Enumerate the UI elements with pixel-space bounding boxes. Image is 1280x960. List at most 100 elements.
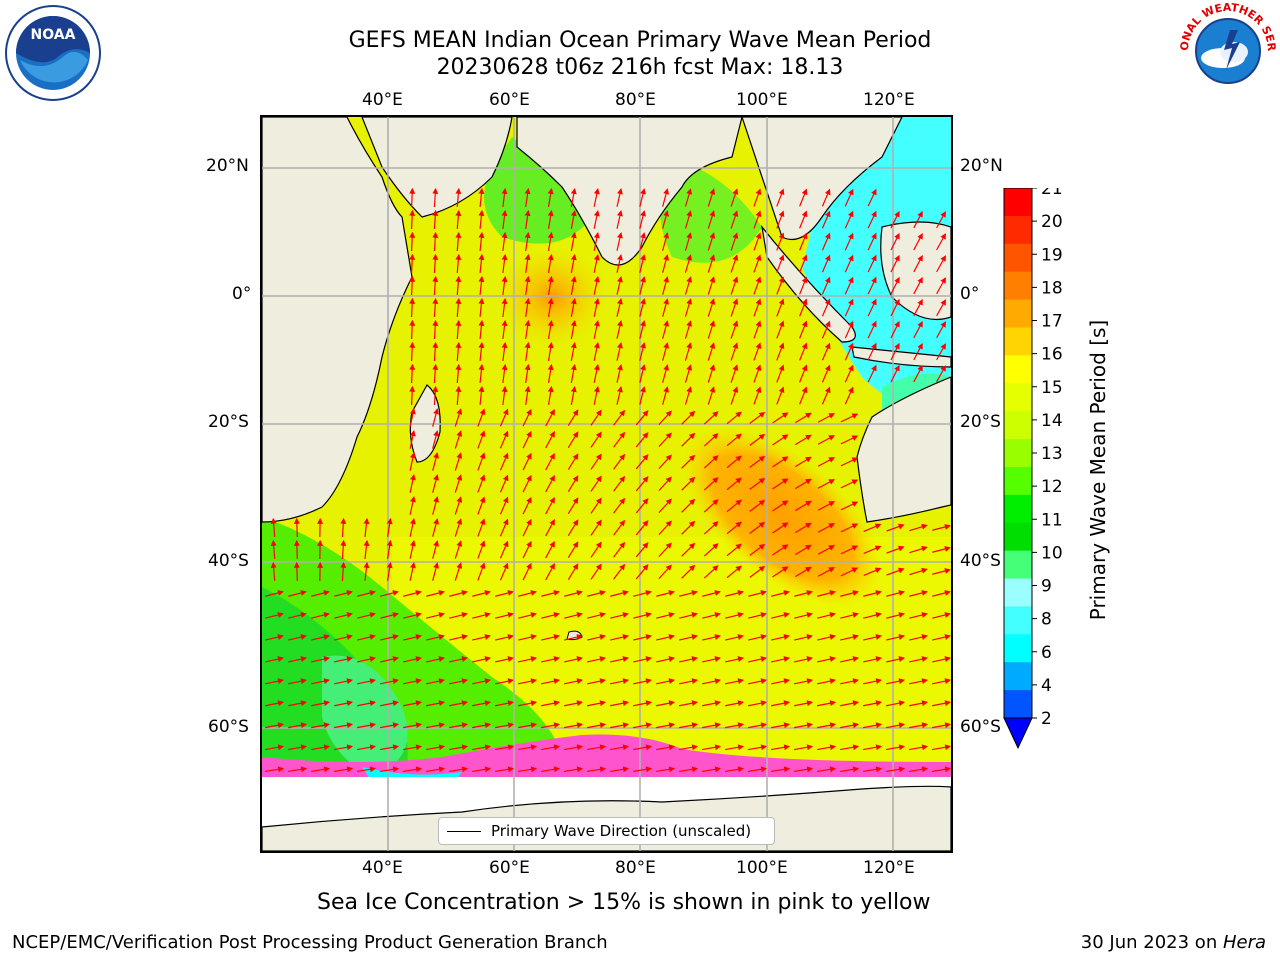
wave-arrow xyxy=(821,188,831,207)
wave-arrow xyxy=(794,478,812,490)
wave-arrow xyxy=(656,722,676,729)
wave-arrow xyxy=(821,210,831,229)
legend-label: Primary Wave Direction (unscaled) xyxy=(491,822,752,840)
wave-arrow xyxy=(567,453,579,471)
wave-arrow xyxy=(616,232,623,251)
wave-arrow xyxy=(863,590,882,597)
wave-arrow xyxy=(455,319,462,340)
wave-arrow xyxy=(334,700,354,707)
wave-arrow xyxy=(587,612,606,619)
wave-arrow xyxy=(840,766,860,773)
wave-arrow xyxy=(522,474,532,493)
nws-logo: NATIONAL WEATHER SERVICE xyxy=(1173,0,1278,100)
wave-arrow xyxy=(495,656,514,663)
wave-arrow xyxy=(936,321,946,339)
wave-arrow xyxy=(772,566,789,578)
colorbar-segment xyxy=(1004,271,1032,301)
wave-arrow xyxy=(455,209,462,230)
wave-arrow xyxy=(541,612,560,619)
wave-arrow xyxy=(472,590,491,597)
wave-arrow xyxy=(909,678,928,685)
wave-arrow xyxy=(890,276,900,295)
wave-arrow xyxy=(499,474,509,493)
wave-arrow xyxy=(753,298,762,317)
wave-arrow xyxy=(817,766,837,773)
footer-right: 30 Jun 2023 on Hera xyxy=(1081,932,1266,953)
wave-arrow xyxy=(772,544,789,556)
wave-arrow xyxy=(293,561,300,582)
wave-arrow xyxy=(799,320,808,339)
wave-arrow xyxy=(501,319,508,340)
wave-arrow xyxy=(771,766,791,773)
wave-arrow xyxy=(518,590,537,597)
wave-arrow xyxy=(635,542,649,558)
wave-arrow xyxy=(863,744,883,751)
wave-arrow xyxy=(776,342,785,361)
wave-arrow xyxy=(776,210,785,229)
wave-arrow xyxy=(432,231,439,252)
wave-arrow xyxy=(403,678,422,685)
wave-arrow xyxy=(426,766,446,773)
wave-arrow xyxy=(886,612,905,619)
wave-arrow xyxy=(794,566,812,578)
colorbar-tick-label: 9 xyxy=(1041,577,1052,597)
colorbar-tick-label: 13 xyxy=(1041,444,1063,464)
wave-arrow xyxy=(844,232,854,251)
wave-arrow xyxy=(656,612,675,619)
wave-arrow xyxy=(817,479,835,489)
wave-arrow xyxy=(748,634,767,641)
wave-arrow xyxy=(524,275,531,295)
wave-arrow xyxy=(270,539,277,560)
wave-arrow xyxy=(749,565,766,578)
wave-arrow xyxy=(658,542,672,558)
wave-period-map[interactable] xyxy=(260,115,953,853)
wave-arrow xyxy=(593,188,600,207)
wave-arrow xyxy=(265,634,284,641)
wave-arrow xyxy=(867,188,877,207)
wave-arrow xyxy=(265,678,284,685)
wave-arrow xyxy=(703,411,719,425)
wave-arrow xyxy=(725,656,744,663)
wave-arrow xyxy=(635,520,649,536)
wave-arrow xyxy=(863,567,882,577)
wave-arrow xyxy=(518,722,538,729)
wave-arrow xyxy=(730,254,739,273)
wave-arrow xyxy=(679,700,699,707)
wave-arrow xyxy=(541,722,561,729)
wave-arrow xyxy=(587,744,607,751)
wave-arrow xyxy=(432,452,439,471)
wave-arrow xyxy=(541,590,560,597)
wave-arrow xyxy=(658,454,672,470)
wave-arrow xyxy=(409,275,416,296)
wave-arrow xyxy=(753,254,762,273)
wave-arrow xyxy=(679,744,699,751)
wave-arrow xyxy=(681,542,696,557)
wave-arrow xyxy=(863,766,883,773)
wave-arrow xyxy=(265,656,284,663)
wave-arrow xyxy=(518,744,538,751)
wave-arrow xyxy=(707,298,716,317)
wave-arrow xyxy=(334,678,353,685)
wave-arrow xyxy=(886,545,905,554)
wave-arrow xyxy=(590,409,602,426)
wave-arrow xyxy=(799,276,808,295)
wave-arrow xyxy=(633,656,652,663)
colorbar-segment xyxy=(1004,439,1032,468)
wave-arrow xyxy=(886,567,905,576)
wave-arrow xyxy=(403,634,422,641)
wave-arrow xyxy=(501,275,508,296)
wave-arrow xyxy=(518,634,537,641)
wave-arrow xyxy=(726,521,742,535)
wave-arrow xyxy=(616,298,623,317)
wave-arrow xyxy=(449,634,468,641)
wave-arrow xyxy=(311,612,330,619)
wave-arrow xyxy=(570,341,577,361)
lon-label-top-80e: 80°E xyxy=(615,90,656,110)
wave-arrow xyxy=(449,612,468,619)
colorbar-tick-label: 11 xyxy=(1041,510,1063,530)
lat-label-left-0: 0° xyxy=(232,284,252,304)
wave-arrow xyxy=(840,744,860,751)
wave-arrow xyxy=(932,700,951,707)
wave-arrow xyxy=(726,543,742,557)
wave-arrow xyxy=(633,612,652,619)
